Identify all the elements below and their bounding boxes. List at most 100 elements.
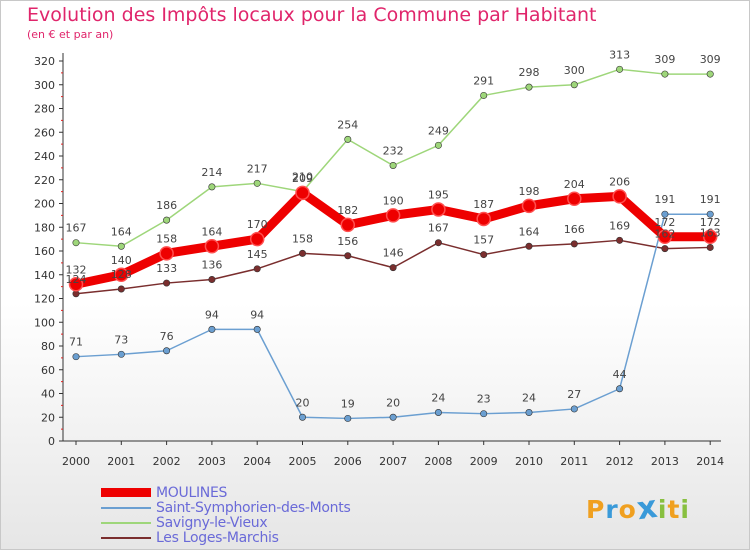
data-point xyxy=(253,179,261,187)
data-label: 198 xyxy=(519,185,540,198)
data-label: 158 xyxy=(156,232,177,245)
data-label: 182 xyxy=(337,204,358,217)
data-label: 167 xyxy=(66,222,87,235)
data-point xyxy=(253,325,261,333)
data-label: 19 xyxy=(341,397,355,410)
data-label: 309 xyxy=(700,53,721,66)
data-label: 44 xyxy=(613,368,627,381)
data-point xyxy=(570,81,578,89)
y-tick-label: 260 xyxy=(34,126,55,139)
data-label: 94 xyxy=(205,308,219,321)
data-label: 291 xyxy=(473,74,494,87)
y-tick-label: 120 xyxy=(34,293,55,306)
y-tick-label: 80 xyxy=(41,340,55,353)
data-label: 133 xyxy=(156,262,177,275)
legend-item: MOULINES xyxy=(101,485,350,501)
data-point xyxy=(480,251,488,259)
data-point xyxy=(480,410,488,418)
data-point xyxy=(344,414,352,422)
data-label: 214 xyxy=(201,166,222,179)
data-point xyxy=(706,210,714,218)
data-point xyxy=(476,211,491,227)
data-point xyxy=(72,353,80,361)
x-tick-label: 2001 xyxy=(107,455,135,468)
data-point xyxy=(163,279,171,287)
data-point xyxy=(661,70,669,78)
chart-subtitle: (en € et par an) xyxy=(27,28,114,41)
y-tick-label: 20 xyxy=(41,411,55,424)
x-tick-label: 2014 xyxy=(696,455,724,468)
legend-item: Les Loges-Marchis xyxy=(101,529,350,546)
data-point xyxy=(525,242,533,250)
logo-letter: i xyxy=(680,495,690,524)
data-point xyxy=(657,229,673,244)
data-point xyxy=(661,245,669,253)
data-label: 209 xyxy=(292,172,313,185)
data-label: 254 xyxy=(337,118,358,131)
data-point xyxy=(525,408,533,416)
data-label: 163 xyxy=(700,226,721,239)
data-label: 73 xyxy=(114,333,128,346)
chart-title: Evolution des Impôts locaux pour la Comm… xyxy=(27,4,597,26)
data-point xyxy=(253,265,261,273)
data-point xyxy=(159,246,174,261)
data-label: 309 xyxy=(654,53,675,66)
data-label: 145 xyxy=(247,248,268,261)
data-label: 191 xyxy=(700,193,721,206)
data-point xyxy=(298,249,306,257)
data-label: 204 xyxy=(564,178,585,191)
legend-label: Saint-Symphorien-des-Monts xyxy=(156,499,351,516)
data-point xyxy=(208,183,216,191)
logo-letter: x xyxy=(634,488,661,528)
data-label: 164 xyxy=(111,225,132,238)
data-point xyxy=(344,252,352,260)
data-point xyxy=(706,70,714,78)
x-tick-label: 2013 xyxy=(651,455,679,468)
y-tick-label: 180 xyxy=(34,221,55,234)
y-tick-label: 220 xyxy=(34,174,55,187)
logo-letter: P xyxy=(586,495,606,524)
x-tick-label: 2012 xyxy=(606,455,634,468)
y-tick-label: 40 xyxy=(41,388,55,401)
data-label: 71 xyxy=(69,336,83,349)
data-point xyxy=(431,202,446,217)
data-point xyxy=(72,290,80,298)
data-label: 191 xyxy=(654,193,675,206)
data-label: 300 xyxy=(564,64,585,77)
data-label: 156 xyxy=(337,235,358,248)
data-label: 20 xyxy=(296,396,310,409)
x-tick-label: 2002 xyxy=(153,455,181,468)
data-label: 128 xyxy=(111,268,132,281)
x-tick-label: 2006 xyxy=(334,455,362,468)
legend-swatch xyxy=(101,506,151,509)
y-tick-label: 160 xyxy=(34,245,55,258)
data-label: 136 xyxy=(201,259,222,272)
data-point xyxy=(389,264,397,272)
data-point xyxy=(117,350,125,358)
data-point xyxy=(389,413,397,421)
x-tick-label: 2004 xyxy=(243,455,271,468)
x-tick-label: 2000 xyxy=(62,455,90,468)
data-point xyxy=(295,185,310,201)
data-point xyxy=(616,385,624,393)
data-label: 157 xyxy=(473,234,494,247)
data-label: 298 xyxy=(519,66,540,79)
data-label: 170 xyxy=(247,218,268,231)
legend-label: Les Loges-Marchis xyxy=(156,529,279,546)
data-label: 190 xyxy=(383,194,404,207)
logo-letter: t xyxy=(667,495,681,524)
data-label: 232 xyxy=(383,145,404,158)
legend: MOULINES Saint-Symphorien-des-Monts Savign… xyxy=(101,485,351,546)
data-label: 172 xyxy=(700,216,721,229)
data-label: 249 xyxy=(428,124,449,137)
data-point xyxy=(72,239,80,247)
data-label: 166 xyxy=(564,223,585,236)
data-label: 124 xyxy=(66,273,87,286)
logo-letter: i xyxy=(657,495,668,524)
data-label: 210 xyxy=(292,171,313,184)
data-point xyxy=(434,141,442,149)
data-label: 313 xyxy=(609,48,630,61)
data-point xyxy=(525,83,533,91)
data-point xyxy=(340,217,356,233)
